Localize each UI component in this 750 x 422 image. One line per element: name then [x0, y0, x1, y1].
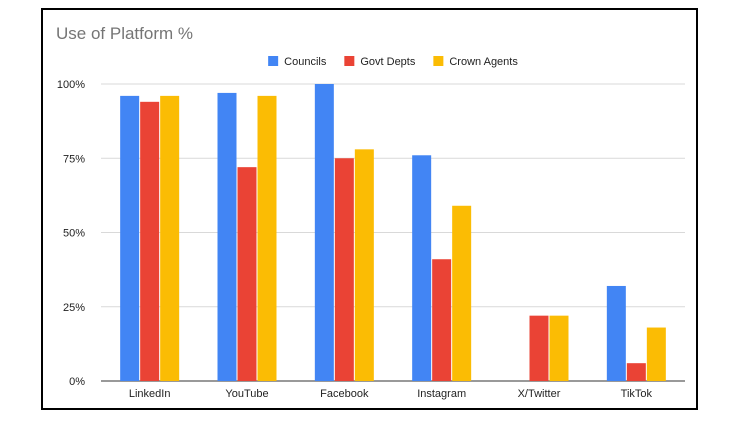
chart-title: Use of Platform % [56, 24, 193, 43]
bar-linkedin-councils [120, 95, 140, 381]
legend-label: Councils [284, 56, 327, 68]
bar-youtube-councils [217, 92, 237, 381]
x-tick-label-x-twitter: X/Twitter [518, 388, 561, 400]
y-axis-labels: 0% 25% 50% 75% 100% [57, 79, 85, 388]
legend-swatch [433, 56, 444, 66]
legend-label: Govt Depts [360, 56, 416, 68]
bar-youtube-govt-depts [237, 167, 257, 381]
bar-tiktok-crown-agents [646, 327, 666, 381]
legend-item-crown-agents: Crown Agents [433, 56, 518, 68]
legend-swatch [344, 56, 355, 66]
x-tick-label-linkedin: LinkedIn [129, 388, 171, 400]
legend: Councils Govt Depts Crown Agents [268, 56, 518, 68]
bar-chart: Use of Platform % Councils Govt Depts Crow… [56, 24, 685, 400]
x-tick-label-youtube: YouTube [225, 388, 268, 400]
bar-x-twitter-crown-agents [549, 315, 569, 381]
bar-instagram-govt-depts [432, 259, 452, 381]
bars [120, 84, 666, 381]
y-tick-label: 100% [57, 79, 85, 91]
legend-swatch [268, 56, 279, 66]
y-tick-label: 75% [63, 153, 85, 165]
bar-instagram-councils [412, 155, 432, 381]
bar-facebook-crown-agents [354, 149, 374, 381]
legend-label: Crown Agents [449, 56, 518, 68]
x-axis-labels: LinkedIn YouTube Facebook Instagram X/Twitte… [129, 388, 653, 400]
x-tick-label-instagram: Instagram [417, 388, 466, 400]
legend-item-councils: Councils [268, 56, 327, 68]
bar-x-twitter-govt-depts [529, 315, 549, 381]
y-tick-label: 50% [63, 228, 85, 240]
bar-linkedin-govt-depts [140, 101, 160, 381]
bar-tiktok-govt-depts [626, 363, 646, 381]
bar-tiktok-councils [606, 285, 626, 381]
bar-facebook-councils [314, 84, 334, 381]
legend-item-govt-depts: Govt Depts [344, 56, 416, 68]
y-tick-label: 0% [69, 376, 85, 388]
x-tick-label-tiktok: TikTok [621, 388, 653, 400]
bar-youtube-crown-agents [257, 95, 277, 381]
chart-frame: Use of Platform % Councils Govt Depts Crow… [41, 8, 698, 410]
bar-instagram-crown-agents [452, 205, 472, 381]
bar-facebook-govt-depts [334, 158, 354, 381]
gridlines [101, 83, 685, 382]
y-tick-label: 25% [63, 302, 85, 314]
bar-linkedin-crown-agents [160, 95, 180, 381]
x-tick-label-facebook: Facebook [320, 388, 369, 400]
